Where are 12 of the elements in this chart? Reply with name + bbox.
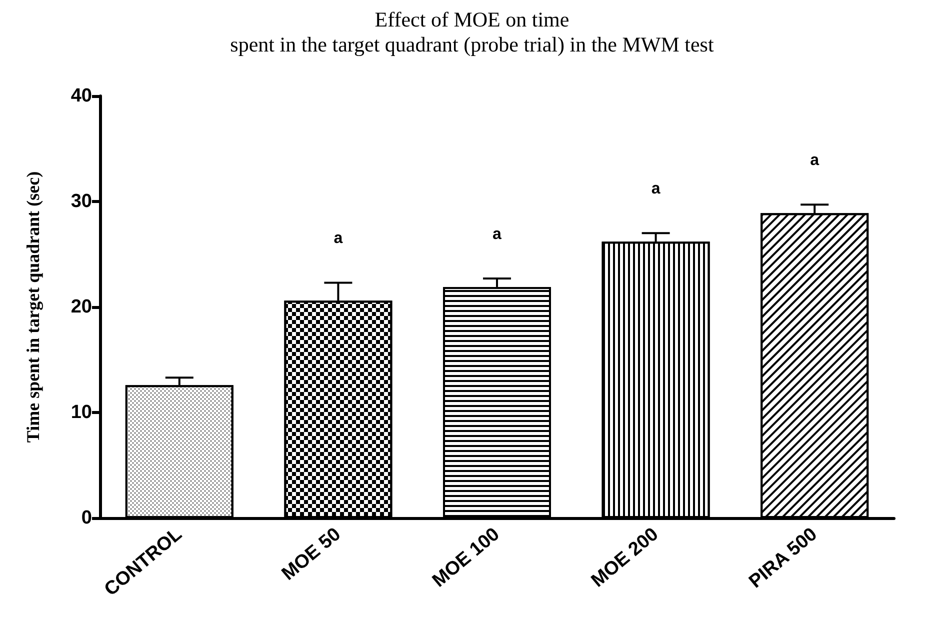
annotation: a	[334, 230, 343, 248]
annotation: a	[651, 180, 660, 198]
y-tick-label: 40	[70, 86, 92, 106]
chart-subtitle: spent in the target quadrant (probe trial) in the MWM test	[230, 32, 714, 56]
annotation: a	[492, 226, 502, 244]
y-tick-label: 0	[81, 508, 92, 528]
y-tick-label: 10	[70, 402, 92, 423]
y-axis-title: Time spent in target quadrant (sec)	[23, 171, 43, 443]
y-tick-label: 30	[70, 191, 92, 212]
y-tick-label: 20	[70, 296, 92, 318]
annotation: a	[810, 152, 820, 170]
chart-title: Effect of MOE on time	[374, 8, 570, 32]
